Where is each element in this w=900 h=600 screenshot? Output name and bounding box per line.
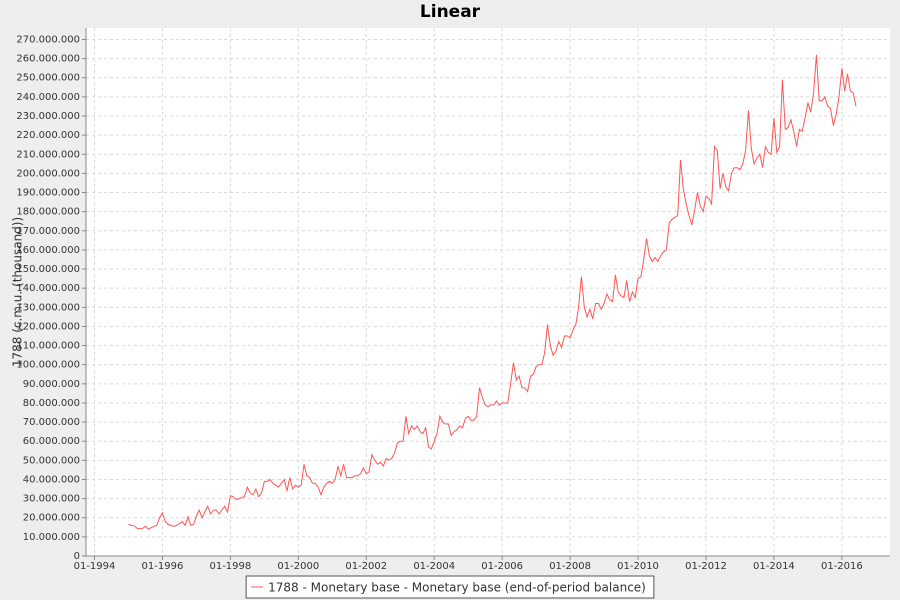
y-tick-label: 160.000.000 — [16, 245, 80, 256]
x-tick-label: 01-2002 — [345, 561, 387, 572]
y-tick-label: 60.000.000 — [23, 436, 80, 447]
x-tick-label: 01-1994 — [74, 561, 116, 572]
x-tick-label: 01-2000 — [277, 561, 319, 572]
x-tick-label: 01-2012 — [685, 561, 727, 572]
x-tick-label: 01-2014 — [753, 561, 795, 572]
y-tick-label: 210.000.000 — [16, 149, 80, 160]
y-tick-label: 130.000.000 — [16, 302, 80, 313]
y-tick-label: 230.000.000 — [16, 111, 80, 122]
y-tick-label: 70.000.000 — [23, 417, 80, 428]
x-tick-label: 01-1998 — [209, 561, 251, 572]
x-tick-label: 01-2006 — [481, 561, 523, 572]
y-tick-label: 270.000.000 — [16, 34, 80, 45]
y-tick-label: 250.000.000 — [16, 73, 80, 84]
y-tick-label: 150.000.000 — [16, 264, 80, 275]
y-tick-label: 0 — [74, 551, 80, 562]
y-tick-label: 80.000.000 — [23, 398, 80, 409]
y-tick-label: 100.000.000 — [16, 360, 80, 371]
x-tick-label: 01-2016 — [821, 561, 863, 572]
plot-area — [86, 28, 890, 556]
x-tick-label: 01-1996 — [142, 561, 184, 572]
x-tick-label: 01-2010 — [617, 561, 659, 572]
x-tick-label: 01-2008 — [549, 561, 591, 572]
y-tick-label: 110.000.000 — [16, 341, 80, 352]
y-tick-label: 190.000.000 — [16, 188, 80, 199]
y-tick-label: 180.000.000 — [16, 207, 80, 218]
y-tick-label: 240.000.000 — [16, 92, 80, 103]
y-tick-label: 120.000.000 — [16, 321, 80, 332]
y-tick-label: 260.000.000 — [16, 54, 80, 65]
data-line — [128, 54, 857, 530]
y-tick-label: 40.000.000 — [23, 474, 80, 485]
legend-box — [245, 575, 655, 599]
x-tick-label: 01-2004 — [413, 561, 455, 572]
chart-title: Linear — [420, 2, 481, 22]
y-tick-label: 200.000.000 — [16, 168, 80, 179]
legend-label: 1788 - Monetary base - Monetary base (en… — [268, 581, 646, 595]
y-tick-label: 170.000.000 — [16, 226, 80, 237]
y-tick-label: 20.000.000 — [23, 513, 80, 524]
y-tick-label: 30.000.000 — [23, 494, 80, 505]
y-tick-label: 10.000.000 — [23, 532, 80, 543]
y-tick-label: 220.000.000 — [16, 130, 80, 141]
y-axis-label: 1788 (c.m.u. (thousand)) — [11, 217, 25, 367]
y-tick-label: 90.000.000 — [23, 379, 80, 390]
y-tick-label: 50.000.000 — [23, 455, 80, 466]
y-tick-label: 140.000.000 — [16, 283, 80, 294]
